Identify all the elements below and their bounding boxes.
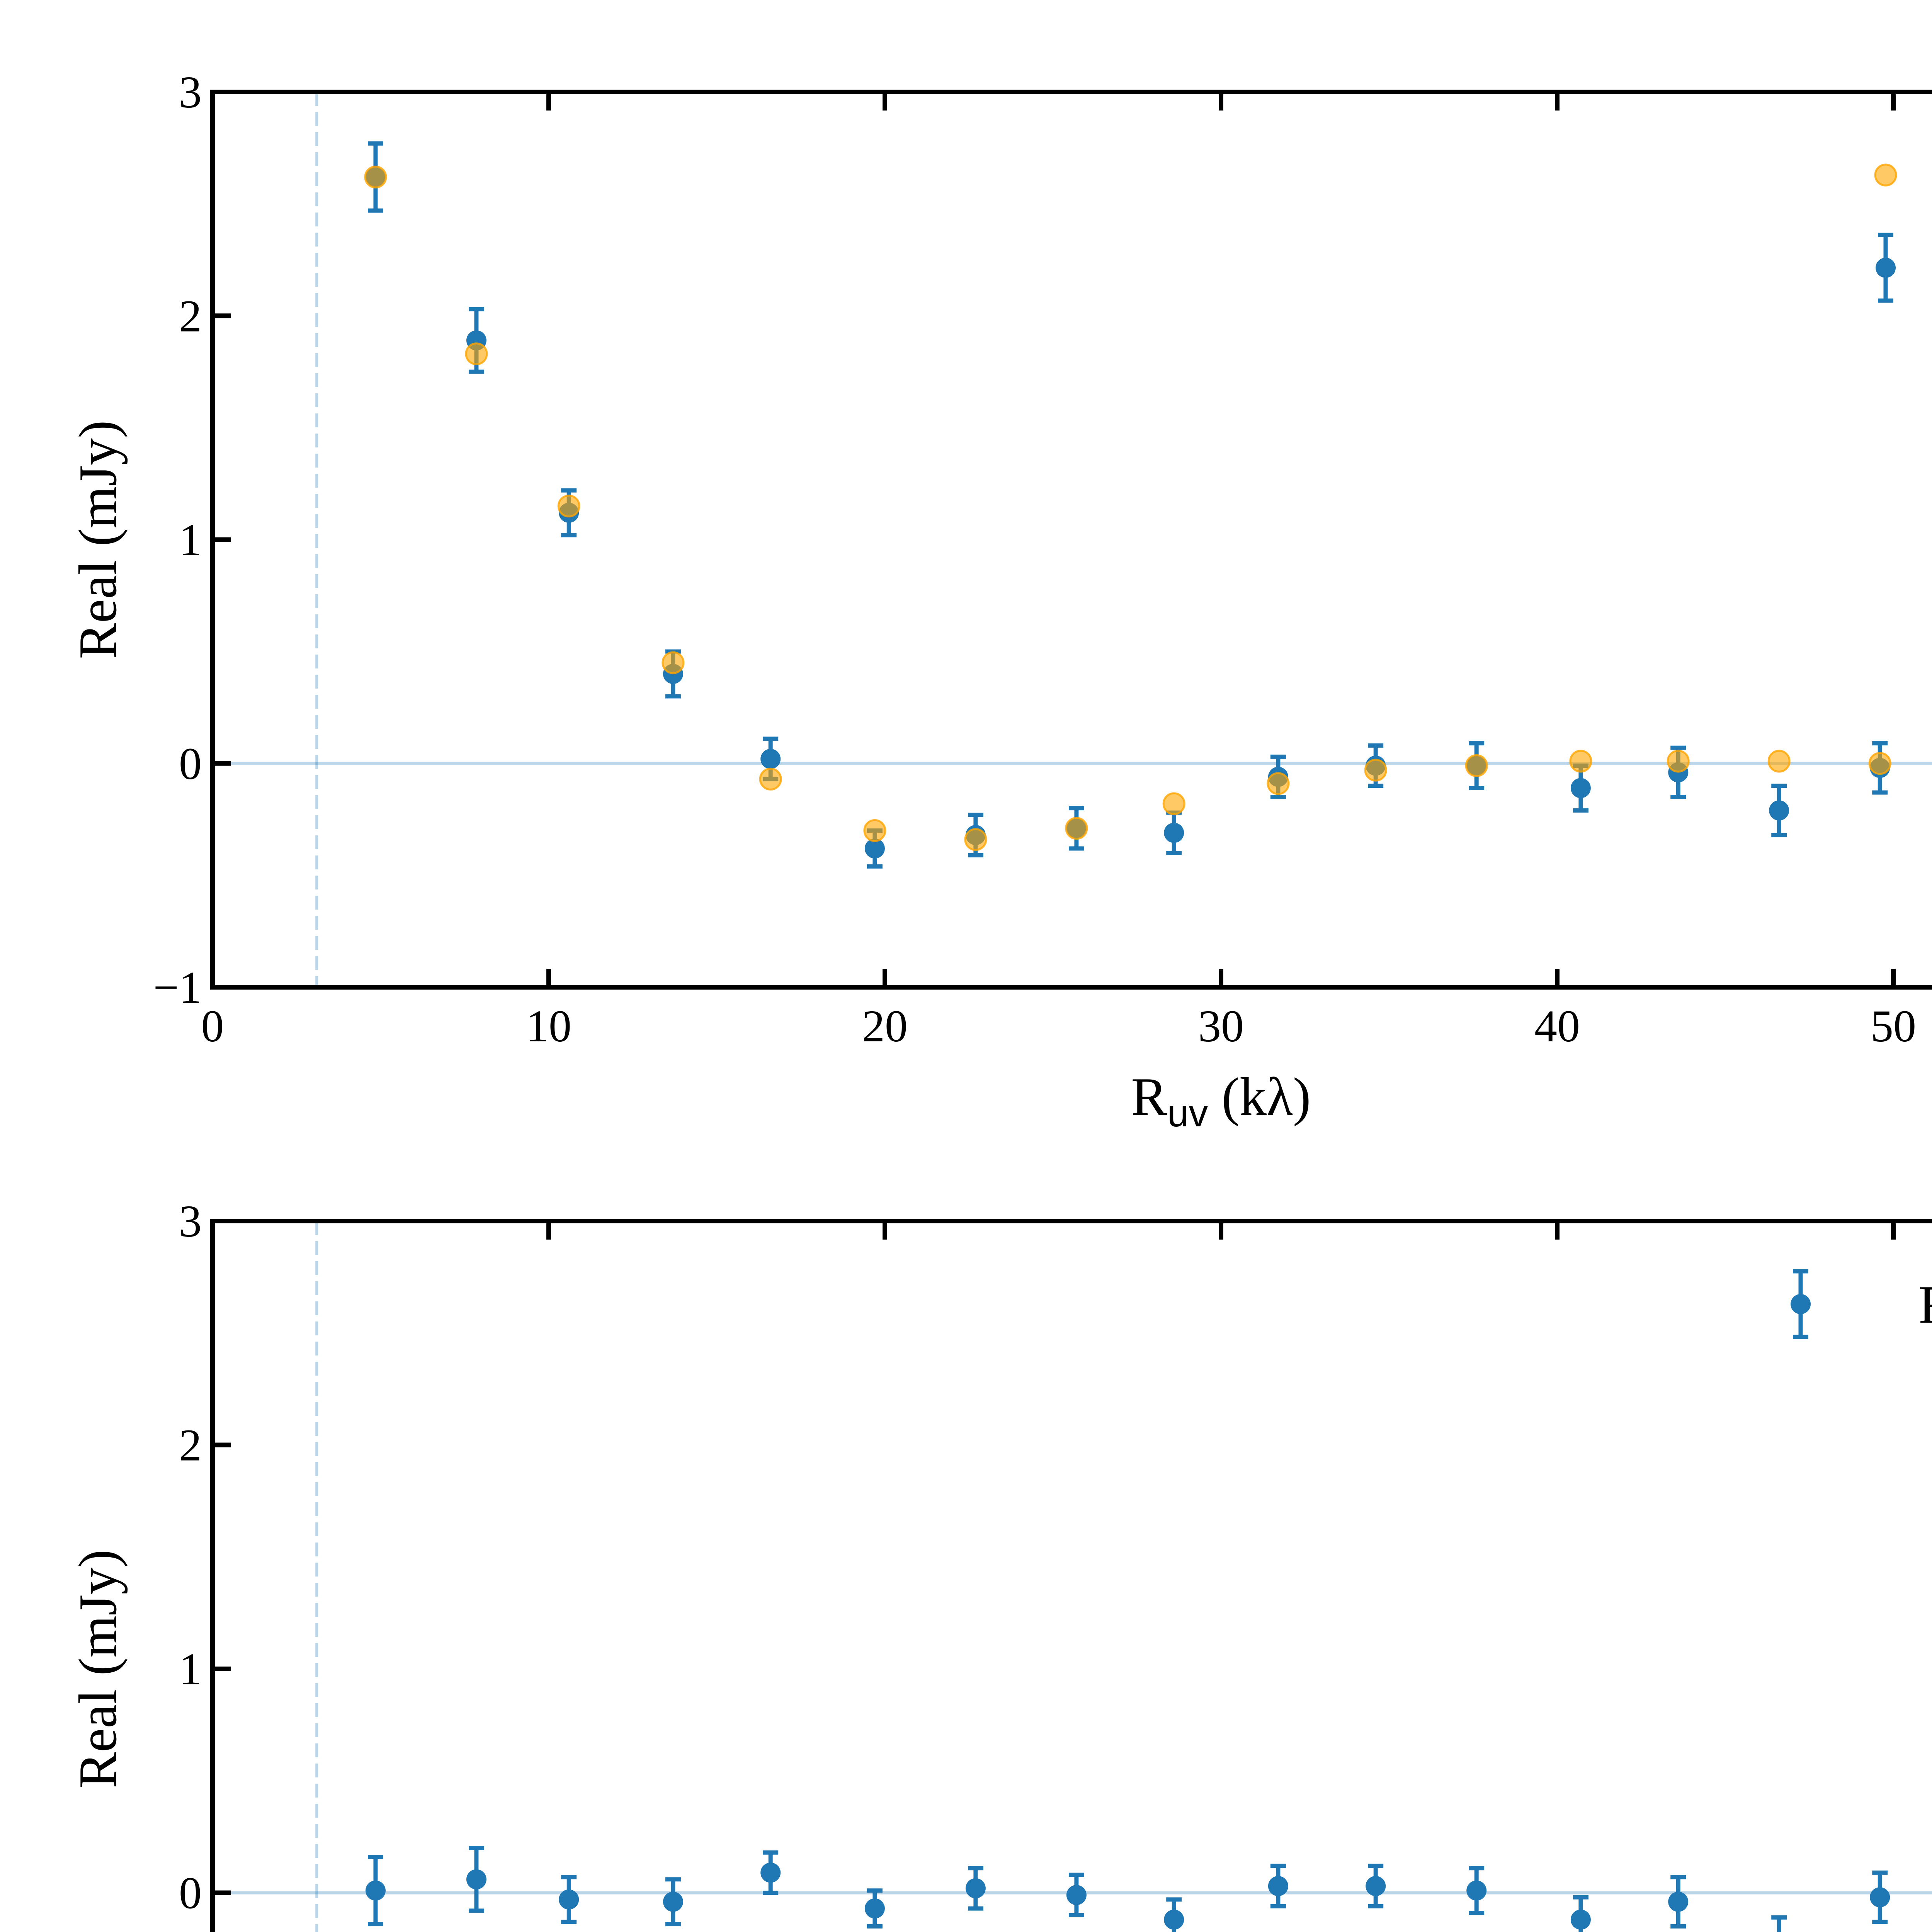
data-marker bbox=[466, 1869, 486, 1889]
data-point-residuals bbox=[1771, 1915, 1787, 1932]
model-marker bbox=[662, 651, 685, 674]
legend-item-residuals: Residuals bbox=[1791, 1269, 1932, 1339]
data-marker bbox=[1366, 1876, 1386, 1896]
x-tick-label: 20 bbox=[862, 1001, 908, 1051]
data-marker bbox=[1668, 1891, 1689, 1912]
legend-marker bbox=[1791, 1294, 1811, 1314]
data-point-residuals bbox=[365, 1855, 386, 1927]
model-marker bbox=[1364, 759, 1387, 782]
x-tick-label: 10 bbox=[526, 1001, 571, 1051]
legend-marker bbox=[1874, 163, 1897, 187]
x-tick-label: 30 bbox=[1198, 1001, 1244, 1051]
legend-item-model: Model bbox=[1874, 163, 1897, 187]
data-marker bbox=[965, 1878, 986, 1898]
y-tick-label: 1 bbox=[179, 1644, 202, 1694]
axes-frame bbox=[210, 1219, 1932, 1932]
data-marker bbox=[663, 1891, 683, 1912]
y-tick-label: −1 bbox=[153, 962, 202, 1013]
data-point-residuals bbox=[1870, 1870, 1890, 1924]
model-marker bbox=[759, 767, 782, 791]
model-marker bbox=[1162, 792, 1185, 815]
data-point-residuals bbox=[965, 1866, 986, 1911]
data-marker bbox=[1066, 1885, 1087, 1905]
model-marker bbox=[1065, 817, 1088, 840]
data-marker bbox=[365, 1880, 386, 1901]
model-marker bbox=[465, 342, 488, 366]
data-marker bbox=[1570, 778, 1591, 798]
model-marker bbox=[557, 495, 580, 518]
data-marker bbox=[864, 838, 885, 859]
y-tick-label: 3 bbox=[179, 67, 202, 117]
y-axis-label: Real (mJy) bbox=[68, 1549, 128, 1788]
data-marker bbox=[1466, 1880, 1487, 1901]
x-tick-label: 0 bbox=[201, 1001, 224, 1051]
legend-label: Residuals bbox=[1918, 1275, 1932, 1335]
data-marker bbox=[1268, 1876, 1288, 1896]
model-marker bbox=[1569, 750, 1592, 773]
data-marker bbox=[760, 749, 781, 769]
legend-item-data: Data bbox=[1876, 233, 1896, 303]
data-point-residuals bbox=[760, 1850, 781, 1895]
data-point-residuals bbox=[1570, 1895, 1591, 1932]
x-tick-label: 50 bbox=[1871, 1001, 1916, 1051]
model-marker bbox=[1667, 750, 1690, 773]
data-point-residuals bbox=[1164, 1897, 1184, 1932]
data-point-residuals bbox=[864, 1888, 885, 1929]
data-marker bbox=[760, 1862, 781, 1883]
data-point-data bbox=[1769, 784, 1789, 837]
data-point-residuals bbox=[1066, 1872, 1087, 1917]
y-axis-label: Real (mJy) bbox=[68, 420, 128, 659]
data-marker bbox=[864, 1898, 885, 1919]
y-tick-label: 1 bbox=[179, 515, 202, 565]
y-tick-label: 2 bbox=[179, 1420, 202, 1471]
y-tick-label: 0 bbox=[179, 1868, 202, 1918]
data-point-residuals bbox=[663, 1877, 683, 1927]
model-marker bbox=[1767, 750, 1791, 773]
model-marker bbox=[364, 165, 387, 189]
data-marker bbox=[1870, 1887, 1890, 1908]
model-marker bbox=[1868, 752, 1891, 775]
data-point-residuals bbox=[1366, 1864, 1386, 1908]
x-tick-label: 40 bbox=[1534, 1001, 1580, 1051]
model-marker bbox=[1267, 772, 1290, 795]
data-point-residuals bbox=[466, 1846, 486, 1913]
data-marker bbox=[1164, 823, 1184, 843]
data-marker bbox=[1570, 1910, 1591, 1930]
data-marker bbox=[1164, 1910, 1184, 1930]
legend-marker bbox=[1876, 258, 1896, 278]
data-point-residuals bbox=[1668, 1875, 1689, 1929]
model-marker bbox=[863, 819, 886, 842]
data-marker bbox=[1769, 800, 1789, 821]
data-point-residuals bbox=[1268, 1864, 1288, 1908]
data-marker bbox=[559, 1889, 579, 1910]
y-tick-label: 3 bbox=[179, 1196, 202, 1247]
y-tick-label: 0 bbox=[179, 738, 202, 789]
x-axis-label: Ruv (kλ) bbox=[1131, 1067, 1311, 1135]
model-marker bbox=[964, 828, 987, 851]
data-point-residuals bbox=[559, 1875, 579, 1924]
data-point-data bbox=[1164, 810, 1184, 855]
data-point-residuals bbox=[1466, 1866, 1487, 1915]
model-marker bbox=[1465, 754, 1488, 777]
axes-frame bbox=[210, 90, 1932, 990]
y-tick-label: 2 bbox=[179, 291, 202, 341]
